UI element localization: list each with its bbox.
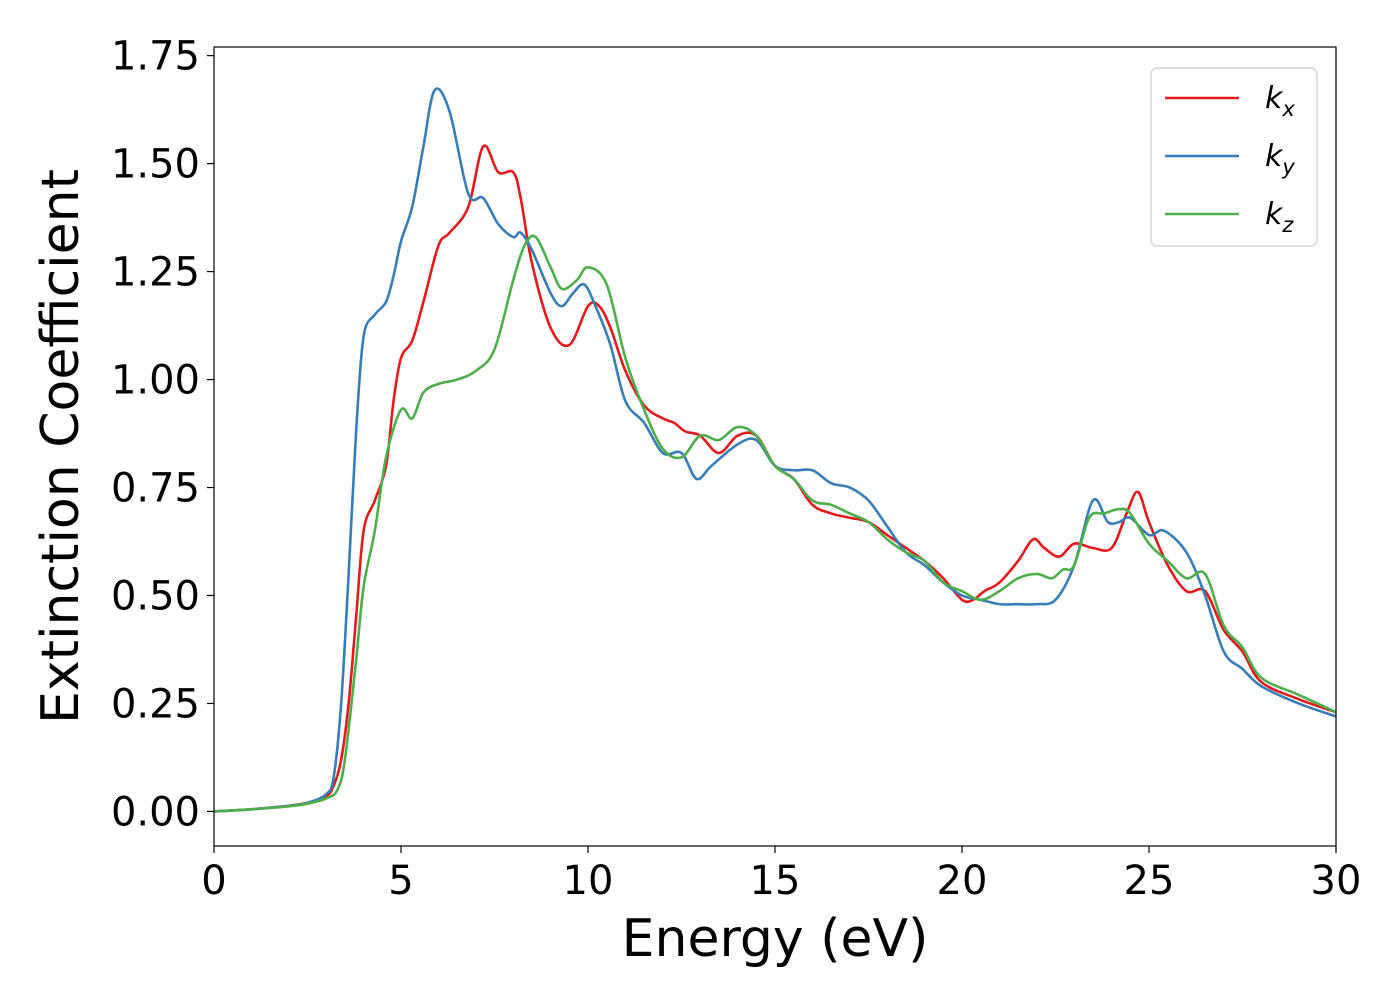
legend-label-kx: kx (1265, 81, 1295, 121)
y-axis-title: Extinction Coefficient (31, 169, 91, 724)
y-tick-label: 1.00 (111, 358, 200, 404)
y-tick-label: 1.50 (111, 142, 200, 188)
x-tick-label: 0 (201, 858, 226, 904)
y-tick-label: 1.75 (111, 34, 200, 80)
legend-label-ky: ky (1265, 139, 1295, 179)
y-tick-label: 0.00 (111, 789, 200, 835)
plot-area: 0 5 10 15 20 25 30 0.00 0.25 0.50 0.75 1.00 1.25 1.5… (111, 34, 1362, 904)
y-axis-ticks: 0.00 0.25 0.50 0.75 1.00 1.25 1.50 1.75 (111, 34, 214, 835)
y-tick-label: 0.75 (111, 466, 200, 512)
y-tick-label: 1.25 (111, 250, 200, 296)
series-line-kz (214, 234, 1336, 813)
x-tick-label: 10 (563, 858, 614, 904)
series-layer (214, 87, 1336, 813)
x-axis-ticks: 0 5 10 15 20 25 30 (201, 846, 1361, 904)
legend-label-base: k (1265, 139, 1284, 174)
y-tick-label: 0.50 (111, 574, 200, 620)
legend-label-base: k (1265, 197, 1284, 232)
x-tick-label: 25 (1124, 858, 1175, 904)
legend-label-kz: kz (1265, 197, 1294, 237)
x-tick-label: 15 (750, 858, 801, 904)
x-tick-label: 30 (1311, 858, 1362, 904)
legend-label-sub: y (1281, 155, 1295, 179)
x-axis-title: Energy (eV) (622, 909, 929, 969)
series-line-ky (214, 87, 1336, 813)
legend-label-base: k (1265, 81, 1284, 116)
x-tick-label: 5 (388, 858, 413, 904)
legend-label-sub: x (1281, 97, 1295, 121)
y-tick-label: 0.25 (111, 681, 200, 727)
x-tick-label: 20 (937, 858, 988, 904)
legend-label-sub: z (1281, 213, 1294, 237)
